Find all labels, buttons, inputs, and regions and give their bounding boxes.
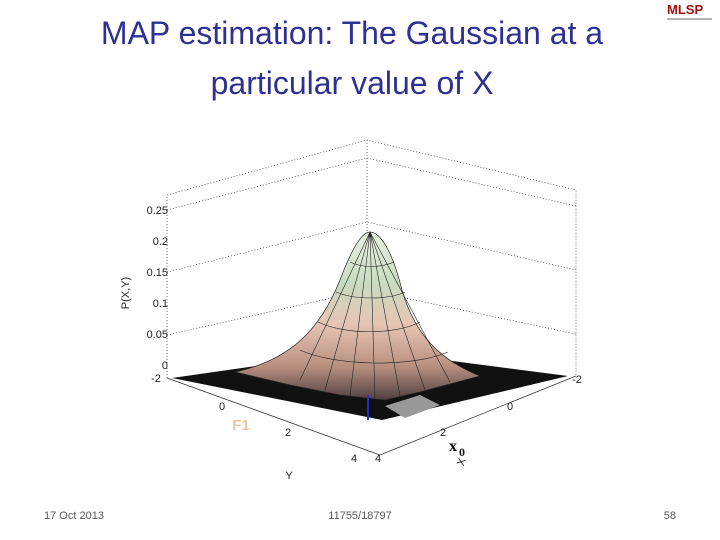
z-axis-label: P(X,Y) [120, 277, 132, 309]
z-tick-label: 0.1 [153, 298, 168, 310]
y-axis-label: Y [285, 470, 293, 482]
annotation: F1 [232, 417, 250, 434]
title-line: MAP estimation: The Gaussian at a [101, 15, 603, 51]
footer-page: 58 [664, 510, 676, 522]
logo: MLSP [667, 2, 703, 17]
z-tick-label: 0.2 [153, 236, 168, 248]
annotation-subscript: 0 [459, 445, 465, 459]
y-tick-label: 2 [285, 427, 291, 439]
surface [172, 231, 568, 420]
x-tick-label: -2 [572, 374, 582, 386]
y-tick-label: 0 [219, 401, 225, 413]
x-axis-label: X [455, 456, 469, 468]
footer-course: 11755/18797 [328, 510, 391, 522]
x-tick-label: 2 [440, 427, 446, 439]
y-tick-label: 4 [351, 453, 357, 465]
footer-date: 17 Oct 2013 [44, 510, 104, 522]
z-tick-label: 0.25 [147, 205, 168, 217]
y-tick-label: -2 [151, 373, 161, 385]
annotation-symbol: x [449, 438, 457, 455]
z-tick-label: 0.05 [147, 329, 168, 341]
x-tick-label: 4 [375, 453, 381, 465]
z-tick-label: 0 [162, 360, 168, 372]
title-line: particular value of X [211, 65, 494, 101]
x-tick-label: 0 [507, 401, 513, 413]
z-tick-label: 0.15 [147, 267, 168, 279]
